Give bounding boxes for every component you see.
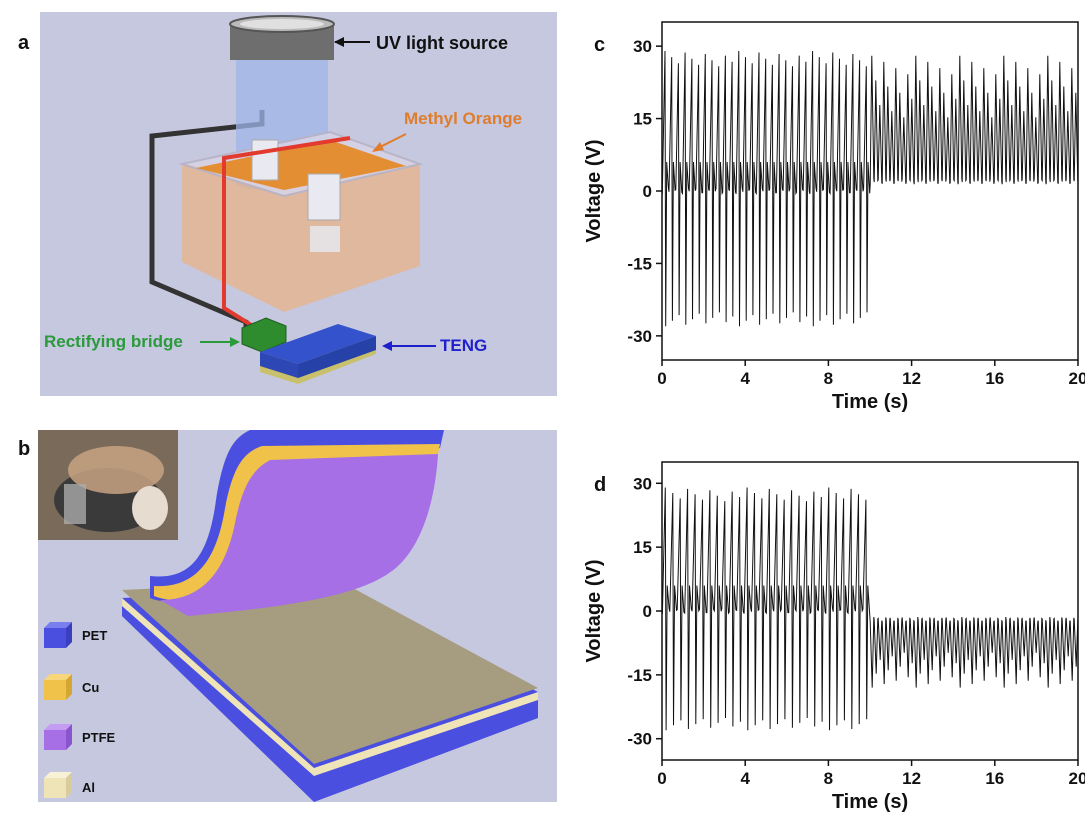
legend-cube-ptfe (44, 724, 72, 750)
rectifying-bridge-label: Rectifying bridge (44, 332, 183, 351)
uv-light-source-label: UV light source (376, 33, 509, 53)
x-tick-label: 16 (985, 769, 1004, 788)
x-tick-label: 20 (1069, 369, 1085, 388)
x-tick-label: 8 (824, 369, 833, 388)
x-tick-label: 16 (985, 369, 1004, 388)
voltage-chart-c: 30 15 0 -15 -30 0 4 8 12 16 20 Time (s) Voltage (V) (570, 20, 1087, 422)
electrode-left (251, 139, 279, 181)
y-tick-label: 0 (643, 182, 652, 201)
y-tick-label: -15 (627, 666, 652, 685)
bottom-slab-top (122, 580, 538, 764)
teng-label: TENG (440, 336, 488, 355)
chart-c-svg: 30 15 0 -15 -30 0 4 8 12 16 20 Time (s) Voltage (V) (583, 21, 1087, 413)
chart-d-svg: 30 15 0 -15 -30 0 4 8 12 16 20 Time (s) Voltage (V) (583, 461, 1087, 813)
legend-label-al: Al (82, 780, 95, 795)
x-tick-label: 0 (657, 769, 666, 788)
panel-b-illustration: PET Cu PTFE Al (38, 430, 557, 802)
y-tick-label: 15 (633, 538, 652, 557)
panel-b-letter: b (18, 438, 31, 460)
x-axis-label: Time (s) (832, 391, 908, 413)
methyl-orange-label: Methyl Orange (404, 109, 523, 128)
x-tick-label: 20 (1069, 769, 1085, 788)
box-window (310, 226, 340, 252)
y-tick-label: 30 (633, 474, 652, 493)
legend-cube-pet (44, 622, 72, 648)
legend-label-pet: PET (82, 628, 108, 643)
x-tick-label: 12 (902, 369, 921, 388)
y-tick-label: -30 (627, 327, 652, 346)
legend-label-cu: Cu (82, 680, 100, 695)
panel-a-illustration: UV light source Methyl Orange Rectifying… (40, 12, 557, 396)
electrode-right (307, 173, 341, 221)
legend-cube-al (44, 772, 72, 798)
methyl-orange-solution (196, 140, 406, 190)
reactor-box-front (182, 164, 420, 312)
voltage-chart-d: 30 15 0 -15 -30 0 4 8 12 16 20 Time (s) Voltage (V) (570, 460, 1087, 824)
panel-d-letter: d (594, 474, 607, 496)
x-tick-label: 4 (740, 369, 750, 388)
curved-flap-ptfe (160, 454, 438, 616)
x-tick-label: 4 (740, 769, 750, 788)
voltage-trace (661, 487, 1079, 731)
teng-device-top (260, 324, 376, 364)
y-axis-label: Voltage (V) (583, 560, 605, 663)
voltage-trace (661, 50, 1079, 327)
panel-a-letter: a (18, 32, 30, 54)
teng-structure-drawing (38, 430, 538, 802)
x-tick-label: 12 (902, 769, 921, 788)
bottom-slab-al-edge (122, 598, 538, 776)
x-tick-label: 0 (657, 369, 666, 388)
red-wire (222, 136, 351, 330)
panel-c-letter: c (594, 34, 606, 56)
x-tick-label: 8 (824, 769, 833, 788)
legend-label-ptfe: PTFE (82, 730, 116, 745)
y-tick-label: -30 (627, 730, 652, 749)
legend-cube-cu (44, 674, 72, 700)
y-tick-label: 15 (633, 110, 652, 129)
y-tick-label: 30 (633, 37, 652, 56)
x-axis-label: Time (s) (832, 791, 908, 813)
y-tick-label: 0 (643, 602, 652, 621)
y-axis-label: Voltage (V) (583, 140, 605, 243)
experiment-setup-drawing (149, 15, 436, 384)
rectifier-block (241, 317, 287, 353)
y-tick-label: -15 (627, 254, 652, 273)
